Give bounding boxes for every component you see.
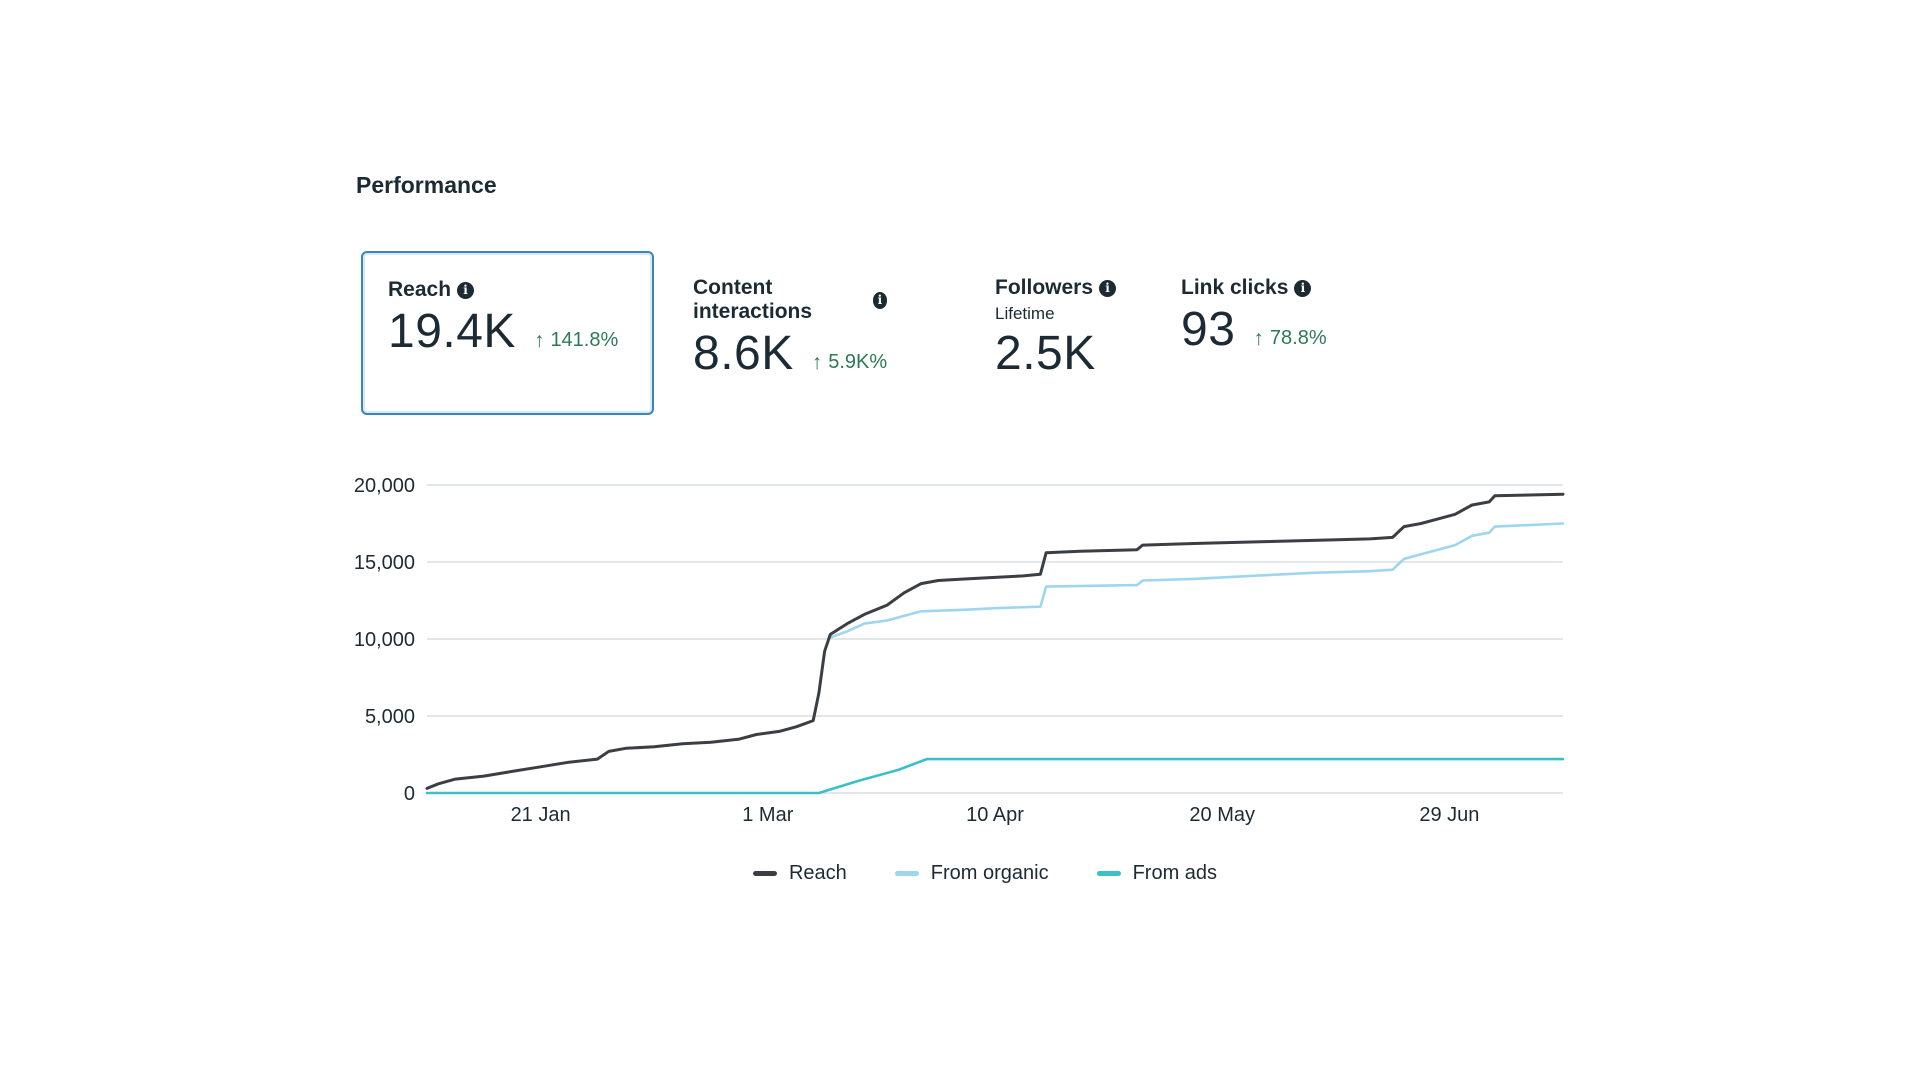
x-tick-label: 10 Apr (966, 804, 1024, 826)
legend-item-organic[interactable]: From organic (894, 862, 1049, 885)
x-tick-label: 21 Jan (511, 804, 571, 826)
arrow-up-icon: ↑ (533, 329, 545, 352)
info-icon[interactable]: i (1099, 279, 1117, 297)
kpi-value: 8.6K (693, 327, 794, 380)
y-tick-label: 20,000 (354, 475, 415, 497)
kpi-sublabel: Lifetime (995, 304, 1055, 323)
series-line-from-organic (829, 522, 1565, 639)
y-tick-label: 10,000 (354, 629, 415, 651)
legend-swatch (1096, 871, 1121, 876)
kpi-card-followers[interactable]: Followers i Lifetime 2.5K (995, 276, 1117, 381)
x-tick-label: 1 Mar (742, 804, 793, 826)
x-tick-label: 29 Jun (1419, 804, 1479, 826)
series-line-reach (425, 492, 1565, 790)
x-tick-label: 20 May (1189, 804, 1255, 826)
legend-label: From ads (1132, 862, 1218, 884)
kpi-change-value: 141.8% (550, 329, 619, 351)
series-line-from-ads (425, 757, 1565, 795)
kpi-card-reach[interactable]: Reach i 19.4K ↑ 141.8% (361, 251, 654, 415)
kpi-label: Reach (388, 278, 452, 301)
kpi-change: ↑ 5.9K% (812, 351, 887, 374)
info-icon[interactable]: i (872, 291, 888, 309)
legend-item-ads[interactable]: From ads (1096, 862, 1218, 885)
legend-swatch (752, 871, 777, 876)
y-tick-label: 0 (404, 783, 415, 805)
info-icon[interactable]: i (1294, 279, 1312, 297)
legend-label: From organic (930, 862, 1049, 884)
kpi-change: ↑ 78.8% (1253, 327, 1326, 350)
y-tick-label: 5,000 (365, 706, 415, 728)
kpi-value: 93 (1181, 303, 1236, 356)
kpi-change-value: 5.9K% (828, 351, 888, 373)
legend-swatch (894, 871, 919, 876)
legend-label: Reach (788, 862, 847, 884)
kpi-value: 19.4K (388, 305, 516, 358)
kpi-label: Followers (995, 276, 1094, 299)
section-title: Performance (356, 172, 497, 198)
kpi-label: Link clicks (1181, 276, 1289, 299)
arrow-up-icon: ↑ (811, 351, 823, 374)
kpi-label: Content interactions (693, 276, 813, 323)
info-icon[interactable]: i (457, 281, 475, 299)
kpi-card-content-interactions[interactable]: Content interactions i 8.6K ↑ 5.9K% (693, 276, 888, 381)
y-tick-label: 15,000 (354, 552, 415, 574)
kpi-value: 2.5K (995, 327, 1096, 380)
kpi-change: ↑ 141.8% (534, 329, 618, 352)
legend-item-reach[interactable]: Reach (752, 862, 847, 885)
arrow-up-icon: ↑ (1253, 327, 1264, 350)
kpi-card-link-clicks[interactable]: Link clicks i 93 ↑ 78.8% (1181, 276, 1327, 357)
kpi-change-value: 78.8% (1269, 327, 1327, 349)
chart-legend: Reach From organic From ads (0, 862, 1920, 885)
